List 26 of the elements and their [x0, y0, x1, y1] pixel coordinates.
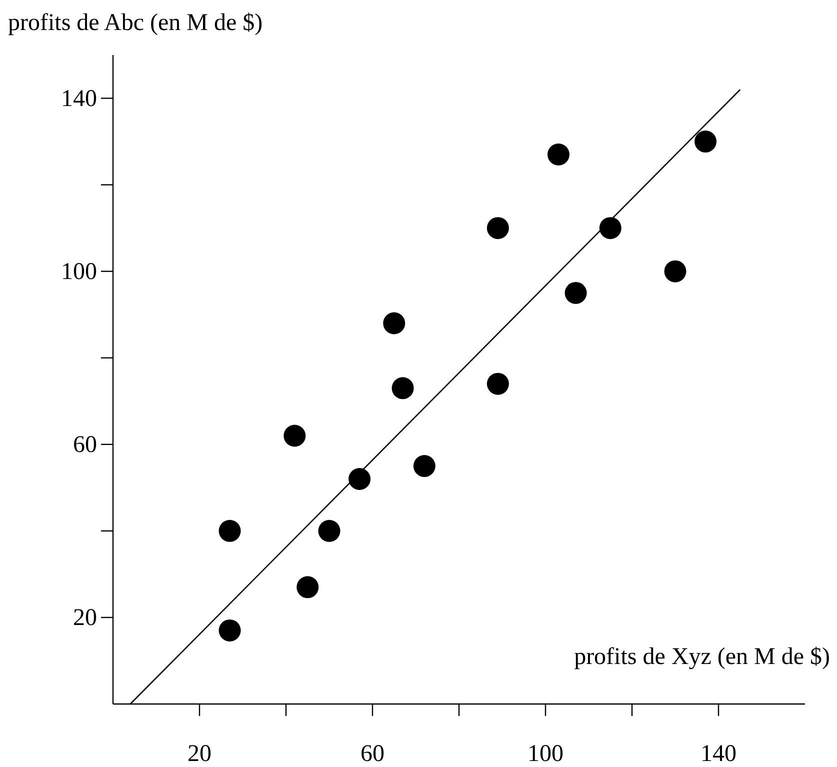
y-tick-label: 100: [61, 259, 97, 286]
point: [284, 424, 306, 447]
point: [413, 455, 436, 478]
point: [383, 312, 406, 334]
x-tick-label: 20: [188, 741, 212, 767]
point: [392, 377, 414, 400]
point: [348, 468, 371, 490]
point: [547, 144, 570, 166]
point: [218, 520, 241, 542]
y-tick-label: 60: [73, 432, 97, 458]
x-tick-label: 140: [700, 741, 736, 767]
point: [486, 372, 509, 395]
point: [218, 619, 241, 642]
point: [564, 282, 587, 304]
x-tick-label: 60: [360, 741, 384, 767]
y-tick-label: 140: [61, 86, 97, 112]
point: [599, 217, 622, 240]
point: [486, 217, 509, 240]
point: [664, 260, 686, 282]
x-axis-title: profits de Xyz (en M de $): [574, 644, 830, 670]
y-axis-title: profits de Abc (en M de $): [8, 10, 263, 36]
point: [318, 520, 340, 542]
y-tick-label: 20: [73, 605, 97, 632]
point: [694, 130, 717, 153]
point: [296, 576, 319, 598]
x-tick-label: 100: [528, 741, 564, 767]
